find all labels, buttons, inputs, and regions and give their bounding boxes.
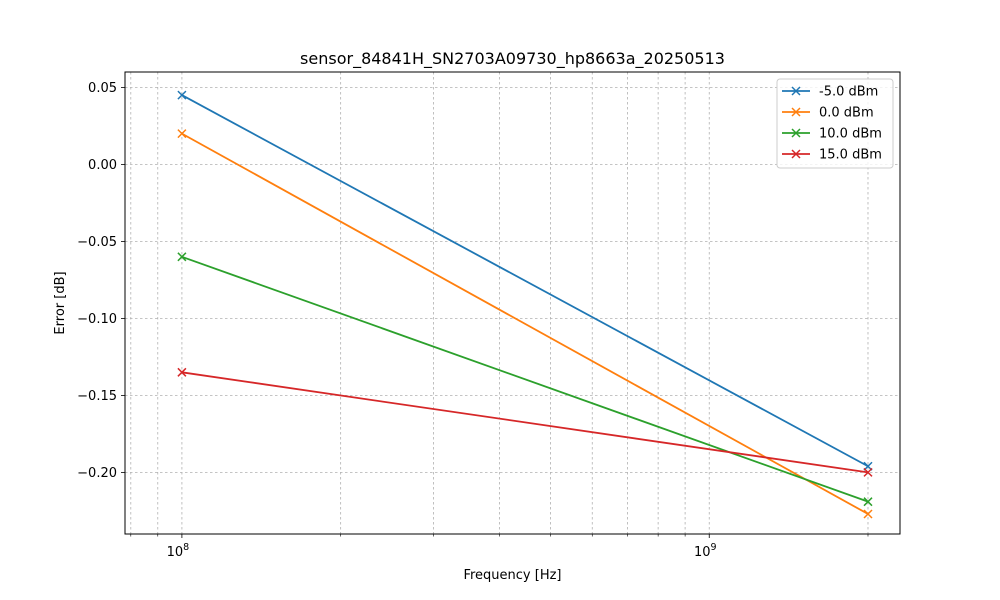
- x-axis-label: Frequency [Hz]: [463, 568, 561, 583]
- x-marker-stroke: [177, 90, 187, 100]
- x-axis: 108 109: [130, 534, 869, 560]
- legend-marker: [791, 149, 801, 159]
- legend-label: 15.0 dBm: [819, 148, 882, 163]
- data-point: [177, 129, 187, 139]
- plot-frame: [124, 71, 901, 535]
- y-tick-label: −0.05: [77, 235, 117, 250]
- x-tick-label-exponent: 9: [710, 542, 716, 553]
- chart-title: sensor_84841H_SN2703A09730_hp8663a_20250…: [300, 49, 725, 69]
- x-marker-stroke: [791, 149, 801, 159]
- legend-marker: [791, 86, 801, 96]
- legend-box: [776, 78, 894, 169]
- x-marker-stroke: [791, 86, 801, 96]
- data-point: [177, 252, 187, 262]
- data-point: [863, 467, 873, 477]
- series-line-3: [181, 371, 869, 474]
- x-tick-label-base: 10: [694, 545, 711, 560]
- plot-area: [125, 72, 900, 534]
- legend-label: -5.0 dBm: [819, 85, 878, 100]
- x-tick-label-exponent: 8: [183, 542, 189, 553]
- x-marker-stroke: [177, 252, 187, 262]
- y-tick-label: −0.20: [77, 466, 117, 481]
- data-point: [177, 90, 187, 100]
- legend-marker: [791, 107, 801, 117]
- x-tick-label: 109: [694, 542, 717, 560]
- x-marker-stroke: [791, 107, 801, 117]
- legend: -5.0 dBm 0.0 dBm 10.0 dBm 15.0 dBm: [776, 78, 894, 169]
- x-marker-stroke: [863, 497, 873, 507]
- y-tick-label: −0.10: [77, 312, 117, 327]
- x-marker-stroke: [863, 467, 873, 477]
- series-line-2: [181, 255, 869, 503]
- y-tick-label: −0.15: [77, 389, 117, 404]
- data-point: [863, 497, 873, 507]
- series-line-1: [181, 132, 869, 515]
- x-marker-stroke: [177, 367, 187, 377]
- y-tick-label: 0.00: [88, 158, 117, 173]
- x-marker-stroke: [863, 509, 873, 519]
- series-line-0: [181, 94, 869, 468]
- y-tick-label: 0.05: [88, 81, 117, 96]
- legend-label: 10.0 dBm: [819, 127, 882, 142]
- y-axis-label: Error [dB]: [53, 271, 68, 334]
- legend-marker: [791, 128, 801, 138]
- x-tick-label-base: 10: [167, 545, 184, 560]
- series-layer: [177, 90, 873, 519]
- x-marker-stroke: [791, 128, 801, 138]
- y-axis: 0.05 0.00 −0.05 −0.10 −0.15 −0.20: [77, 81, 125, 481]
- grid: [125, 72, 900, 534]
- data-point: [177, 367, 187, 377]
- x-tick-label: 108: [167, 542, 190, 560]
- legend-label: 0.0 dBm: [819, 106, 874, 121]
- x-marker-stroke: [177, 129, 187, 139]
- data-point: [863, 509, 873, 519]
